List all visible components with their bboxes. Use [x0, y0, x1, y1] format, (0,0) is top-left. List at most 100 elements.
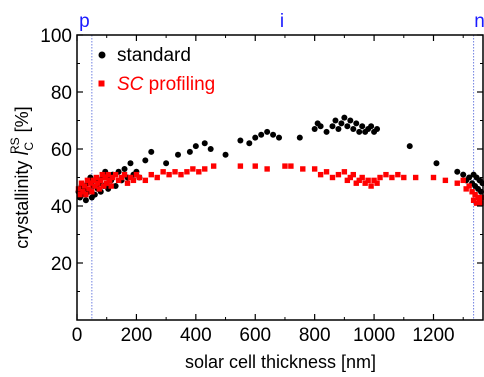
legend-label-italic: SC [117, 74, 144, 95]
data-point [246, 140, 253, 147]
data-point [347, 174, 354, 181]
data-point [332, 117, 339, 124]
data-point [175, 151, 182, 158]
data-point [395, 171, 401, 178]
data-point [296, 134, 303, 141]
data-point [127, 174, 134, 181]
data-point [86, 186, 92, 192]
data-point [121, 165, 128, 172]
data-point [329, 174, 336, 181]
data-point [207, 146, 214, 152]
data-point [311, 126, 318, 133]
data-point [466, 183, 472, 189]
data-point [335, 126, 342, 133]
data-point [148, 171, 154, 178]
data-point [83, 191, 89, 198]
data-point [368, 123, 375, 130]
data-point [356, 177, 362, 184]
data-point [252, 134, 259, 141]
y-axis-title: crystallinity ICRS [%] [8, 106, 36, 248]
data-point [80, 189, 86, 195]
data-point [237, 163, 244, 169]
data-point [335, 171, 342, 178]
data-point [317, 123, 324, 130]
data-point [127, 160, 134, 167]
data-point [350, 171, 356, 178]
data-point [406, 143, 413, 150]
x-tick-label: 1000 [353, 325, 395, 346]
data-point [237, 137, 244, 144]
data-point [258, 131, 265, 138]
data-point [142, 177, 149, 184]
data-point [341, 169, 348, 175]
legend-label: standard [117, 45, 191, 66]
data-point [276, 134, 283, 141]
data-point [371, 177, 377, 184]
data-point [430, 174, 437, 181]
data-point [359, 174, 365, 181]
data-point [154, 174, 160, 181]
data-point [82, 197, 89, 204]
data-point [362, 180, 368, 186]
data-point [112, 183, 119, 190]
data-point [81, 183, 88, 189]
x-tick-label: 800 [299, 325, 331, 346]
data-point [478, 200, 484, 206]
x-axis-ticks: 0 200 400 600 800 1000 1200 [72, 35, 464, 346]
data-point [344, 123, 351, 130]
data-point [133, 171, 140, 178]
data-point [374, 180, 380, 186]
region-label-n: n [474, 11, 484, 32]
data-point [317, 171, 324, 178]
y-tick-label: 60 [51, 140, 72, 161]
data-point [101, 183, 107, 189]
data-point [476, 197, 483, 203]
data-point [96, 186, 102, 192]
x-axis-title: solar cell thickness [nm] [185, 352, 376, 372]
data-point [353, 180, 359, 186]
data-point [90, 177, 97, 184]
data-point [323, 128, 330, 135]
data-point [377, 174, 383, 181]
data-point [89, 189, 95, 195]
y-tick-label: 100 [40, 26, 72, 47]
data-point [106, 177, 113, 184]
region-label-p: p [79, 11, 90, 32]
data-point [350, 126, 357, 133]
data-point [130, 177, 137, 184]
data-point [196, 169, 202, 175]
data-point [270, 131, 277, 138]
data-point [121, 171, 128, 178]
legend-label: SC profiling [117, 74, 215, 95]
data-point [75, 186, 82, 192]
data-point [460, 171, 467, 178]
data-point [454, 180, 460, 186]
data-point [172, 169, 178, 175]
data-point [469, 189, 475, 195]
legend: standard SC profiling [98, 45, 215, 95]
y-tick-label: 20 [51, 254, 72, 275]
x-tick-label: 1200 [412, 325, 454, 346]
legend-marker-sc-profiling [98, 80, 105, 87]
data-point [210, 163, 217, 169]
data-point [142, 157, 149, 164]
legend-label-rest: profiling [143, 74, 215, 95]
data-point [282, 163, 288, 169]
data-point [359, 123, 366, 130]
data-point [463, 186, 469, 192]
data-point [112, 171, 119, 178]
data-point [92, 183, 98, 189]
data-point [77, 191, 83, 198]
data-point [102, 174, 108, 181]
data-point [222, 151, 229, 158]
data-point [460, 177, 466, 184]
data-point [192, 143, 199, 150]
y-axis-title-prefix: crystallinity [12, 156, 32, 249]
data-point [252, 163, 258, 169]
y-axis-title-superscript: RS [8, 137, 22, 154]
data-point [338, 120, 345, 127]
region-label-i: i [280, 11, 284, 32]
data-point [184, 169, 190, 175]
